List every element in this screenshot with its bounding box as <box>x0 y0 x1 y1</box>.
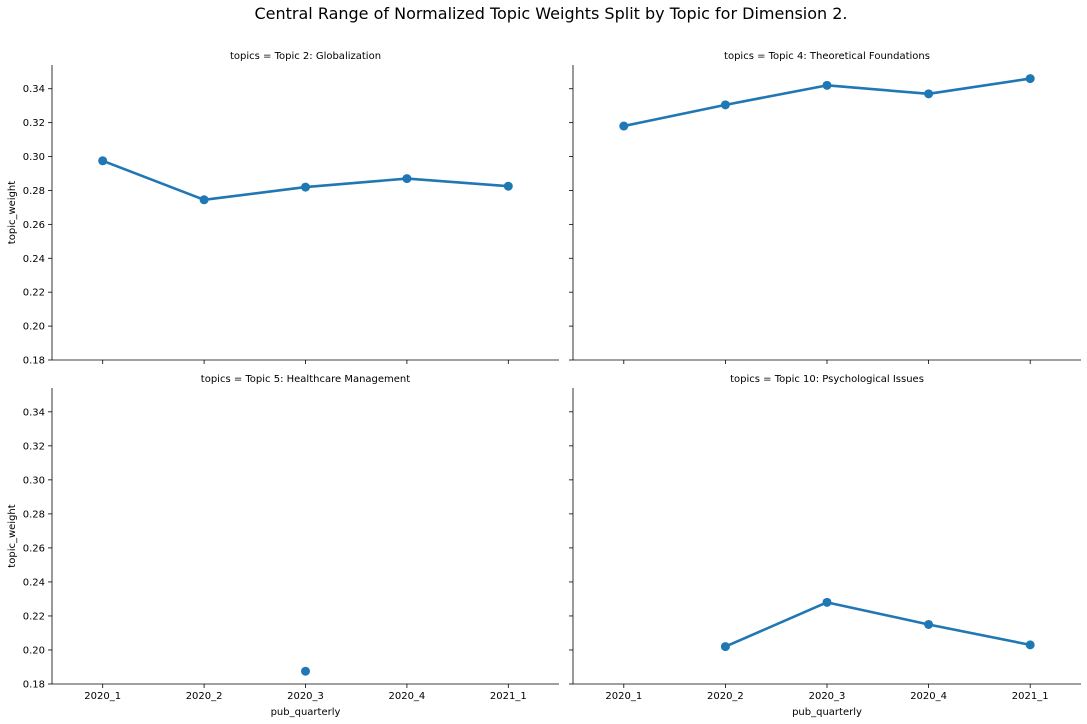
x-tick-label: 2020_4 <box>910 691 947 702</box>
facet-title: topics = Topic 10: Psychological Issues <box>730 374 924 385</box>
x-tick-label: 2020_3 <box>287 691 324 702</box>
y-tick-label: 0.22 <box>23 611 45 622</box>
series-line <box>102 159 509 202</box>
x-tick-label: 2020_4 <box>388 691 425 702</box>
series-line <box>724 601 1031 648</box>
x-tick-label: 2020_1 <box>84 691 121 702</box>
data-point <box>822 597 832 607</box>
y-tick-label: 0.34 <box>23 84 45 95</box>
data-point <box>822 80 832 90</box>
y-tick-label: 0.34 <box>23 407 45 418</box>
y-tick-label: 0.18 <box>23 356 45 367</box>
y-tick-label: 0.24 <box>23 254 45 265</box>
y-tick-label: 0.22 <box>23 288 45 299</box>
data-point <box>720 100 730 110</box>
facet-panel: topics = Topic 5: Healthcare Management 0… <box>7 374 559 718</box>
data-point <box>720 642 730 652</box>
facet-panels: topics = Topic 2: Globalization 0.18 0.20 0… <box>7 51 1081 718</box>
y-tick-label: 0.18 <box>23 680 45 691</box>
data-point <box>301 666 310 676</box>
data-point <box>924 619 934 629</box>
y-tick-label: 0.30 <box>23 152 45 163</box>
x-tick-label: 2021_1 <box>1012 691 1049 702</box>
chart-title: Central Range of Normalized Topic Weight… <box>254 4 847 23</box>
y-tick-label: 0.28 <box>23 509 45 520</box>
x-axis-label: pub_quarterly <box>271 707 341 718</box>
y-tick-label: 0.24 <box>23 577 45 588</box>
facet-title: topics = Topic 5: Healthcare Management <box>201 374 410 385</box>
y-tick-label: 0.32 <box>23 118 45 129</box>
y-tick-label: 0.26 <box>23 543 45 554</box>
data-point <box>301 182 310 192</box>
data-point <box>98 156 108 166</box>
data-point <box>1025 74 1035 84</box>
data-point <box>199 195 209 205</box>
x-axis-label: pub_quarterly <box>792 707 862 718</box>
data-point <box>924 89 934 99</box>
x-tick-label: 2020_1 <box>605 691 642 702</box>
x-tick-label: 2020_3 <box>809 691 846 702</box>
facet-panel: topics = Topic 4: Theoretical Foundation… <box>569 51 1081 364</box>
data-point <box>402 174 412 184</box>
facet-panel: topics = Topic 10: Psychological Issues 2… <box>569 374 1081 718</box>
y-axis-label: topic_weight <box>7 181 18 244</box>
facet-title: topics = Topic 2: Globalization <box>230 51 381 62</box>
data-point <box>1025 640 1035 650</box>
y-tick-label: 0.28 <box>23 186 45 197</box>
y-axis-label: topic_weight <box>7 504 18 567</box>
y-tick-label: 0.30 <box>23 475 45 486</box>
y-tick-label: 0.32 <box>23 441 45 452</box>
facet-panel: topics = Topic 2: Globalization 0.18 0.20 0… <box>7 51 559 367</box>
y-tick-label: 0.20 <box>23 322 45 333</box>
x-tick-label: 2020_2 <box>707 691 744 702</box>
facet-title: topics = Topic 4: Theoretical Foundation… <box>724 51 930 62</box>
y-tick-label: 0.20 <box>23 645 45 656</box>
x-tick-label: 2021_1 <box>490 691 527 702</box>
data-point <box>619 121 629 131</box>
y-tick-label: 0.26 <box>23 220 45 231</box>
data-point <box>503 181 513 191</box>
x-tick-label: 2020_2 <box>186 691 223 702</box>
